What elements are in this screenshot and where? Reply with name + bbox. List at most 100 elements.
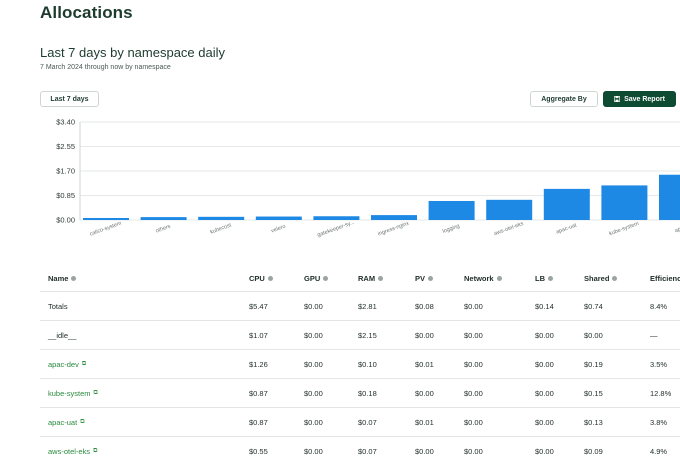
cell-network: $0.00 (464, 446, 483, 456)
external-link-icon[interactable]: ⧉ (93, 447, 98, 454)
info-icon (323, 275, 329, 281)
cell-gpu: $0.00 (304, 330, 323, 340)
header-efficiency[interactable]: Efficienc (650, 273, 680, 283)
cell-gpu: $0.00 (304, 301, 323, 311)
allocation-bar-chart: $3.40 $2.55 $1.70 $0.85 $0.00 calico-system ot… (56, 118, 680, 239)
cell-lb: $0.14 (535, 301, 554, 311)
table-header-row: Name CPU GPU RAM PV Network LB Shared Ef… (40, 265, 680, 292)
x-tick-label: apa... (674, 224, 680, 235)
namespace-name[interactable]: apac-dev (48, 359, 79, 369)
info-icon (378, 275, 384, 281)
cell-ram: $0.10 (358, 359, 377, 369)
bar-8 (543, 188, 590, 220)
cell-lb: $0.00 (535, 417, 554, 427)
header-ram[interactable]: RAM (358, 265, 384, 291)
row-name[interactable]: apac-uat ⧉ (48, 408, 84, 436)
header-cpu[interactable]: CPU (249, 265, 273, 291)
cell-shared: $0.09 (584, 446, 603, 456)
table-row[interactable]: aws-otel-eks ⧉ $0.55 $0.00 $0.07 $0.00 $0.00 $0… (40, 437, 680, 460)
header-lb[interactable]: LB (535, 265, 553, 291)
cell-pv: $0.01 (415, 417, 434, 427)
x-tick-label: kubecost (209, 222, 232, 235)
cell-cpu: $1.26 (249, 359, 268, 369)
header-pv[interactable]: PV (415, 265, 434, 291)
cell-cpu: $0.55 (249, 446, 268, 456)
bar-10 (659, 174, 680, 220)
x-tick-label: calico-system (89, 220, 123, 237)
cell-efficiency: 4.9% (650, 446, 668, 456)
namespace-name[interactable]: kube-system (48, 388, 91, 398)
cell-efficiency: — (650, 330, 658, 340)
namespace-name[interactable]: apac-uat (48, 417, 78, 427)
row-name[interactable]: kube-system ⧉ (48, 379, 98, 407)
row-name[interactable]: aws-otel-eks ⧉ (48, 437, 97, 460)
aggregate-by-button[interactable]: Aggregate By (530, 91, 598, 107)
table-row[interactable]: kube-system ⧉ $0.87 $0.00 $0.18 $0.00 $0.00 $0.… (40, 379, 680, 408)
bar-6 (428, 200, 475, 220)
cell-cpu: $5.47 (249, 301, 268, 311)
cell-pv: $0.08 (415, 301, 434, 311)
cell-shared: $0.19 (584, 359, 603, 369)
save-report-button[interactable]: Save Report (603, 91, 676, 107)
info-icon (428, 275, 434, 281)
header-shared[interactable]: Shared (584, 265, 618, 291)
cell-cpu: $0.87 (249, 388, 268, 398)
cell-gpu: $0.00 (304, 359, 323, 369)
cell-ram: $2.15 (358, 330, 377, 340)
cell-shared: $0.74 (584, 301, 603, 311)
x-tick-label: apac-uat (555, 222, 578, 235)
table-row[interactable]: apac-dev ⧉ $1.26 $0.00 $0.10 $0.01 $0.00 $0.00 $… (40, 350, 680, 379)
info-icon (71, 275, 77, 281)
y-tick-label: $0.00 (56, 216, 75, 225)
row-name[interactable]: apac-dev ⧉ (48, 350, 86, 378)
cell-ram: $2.81 (358, 301, 377, 311)
cell-lb: $0.00 (535, 446, 554, 456)
cell-shared: $0.00 (584, 330, 603, 340)
cell-ram: $0.18 (358, 388, 377, 398)
report-subtitle: 7 March 2024 through now by namespace (40, 64, 171, 71)
header-name[interactable]: Name (48, 265, 77, 291)
namespace-name[interactable]: aws-otel-eks (48, 446, 91, 456)
bar-3 (255, 216, 302, 220)
cell-pv: $0.00 (415, 388, 434, 398)
cell-cpu: $1.07 (249, 330, 268, 340)
cell-network: $0.00 (464, 417, 483, 427)
cell-gpu: $0.00 (304, 388, 323, 398)
cell-pv: $0.00 (415, 330, 434, 340)
header-gpu[interactable]: GPU (304, 265, 329, 291)
allocations-table: Name CPU GPU RAM PV Network LB Shared Ef… (40, 265, 680, 460)
date-range-button[interactable]: Last 7 days (40, 91, 99, 107)
x-tick-label: velero (270, 224, 286, 235)
cell-shared: $0.15 (584, 388, 603, 398)
external-link-icon[interactable]: ⧉ (81, 360, 87, 367)
cell-gpu: $0.00 (304, 446, 323, 456)
namespace-name: Totals (48, 301, 68, 311)
cell-network: $0.00 (464, 388, 483, 398)
y-tick-label: $3.40 (56, 118, 75, 127)
table-row[interactable]: __idle__ $1.07 $0.00 $2.15 $0.00 $0.00 $0.00 $0… (40, 321, 680, 350)
external-link-icon[interactable]: ⧉ (93, 389, 98, 396)
cell-ram: $0.07 (358, 446, 377, 456)
cell-pv: $0.00 (415, 446, 434, 456)
cell-network: $0.00 (464, 330, 483, 340)
table-row[interactable]: Totals $5.47 $0.00 $2.81 $0.08 $0.00 $0.14 $0.7… (40, 292, 680, 321)
y-tick-label: $2.55 (56, 142, 75, 151)
info-icon (548, 275, 553, 281)
x-tick-label: logging (442, 223, 461, 235)
x-tick-label: gatekeeper-sy... (317, 219, 356, 238)
external-link-icon[interactable]: ⧉ (80, 418, 85, 425)
header-network[interactable]: Network (464, 265, 502, 291)
cell-lb: $0.00 (535, 388, 554, 398)
x-tick-label: others (155, 224, 172, 235)
bar-0 (83, 217, 129, 220)
cell-gpu: $0.00 (304, 417, 323, 427)
row-name: __idle__ (48, 321, 76, 349)
cell-lb: $0.00 (535, 330, 554, 340)
info-icon (267, 275, 273, 281)
table-row[interactable]: apac-uat ⧉ $0.87 $0.00 $0.07 $0.01 $0.00 $0.00 $… (40, 408, 680, 437)
cell-efficiency: 8.4% (650, 301, 668, 311)
x-tick-label: kube-system (608, 221, 640, 237)
date-range-label: Last 7 days (50, 95, 89, 103)
bar-5 (371, 215, 417, 220)
y-tick-label: $0.85 (56, 191, 75, 200)
